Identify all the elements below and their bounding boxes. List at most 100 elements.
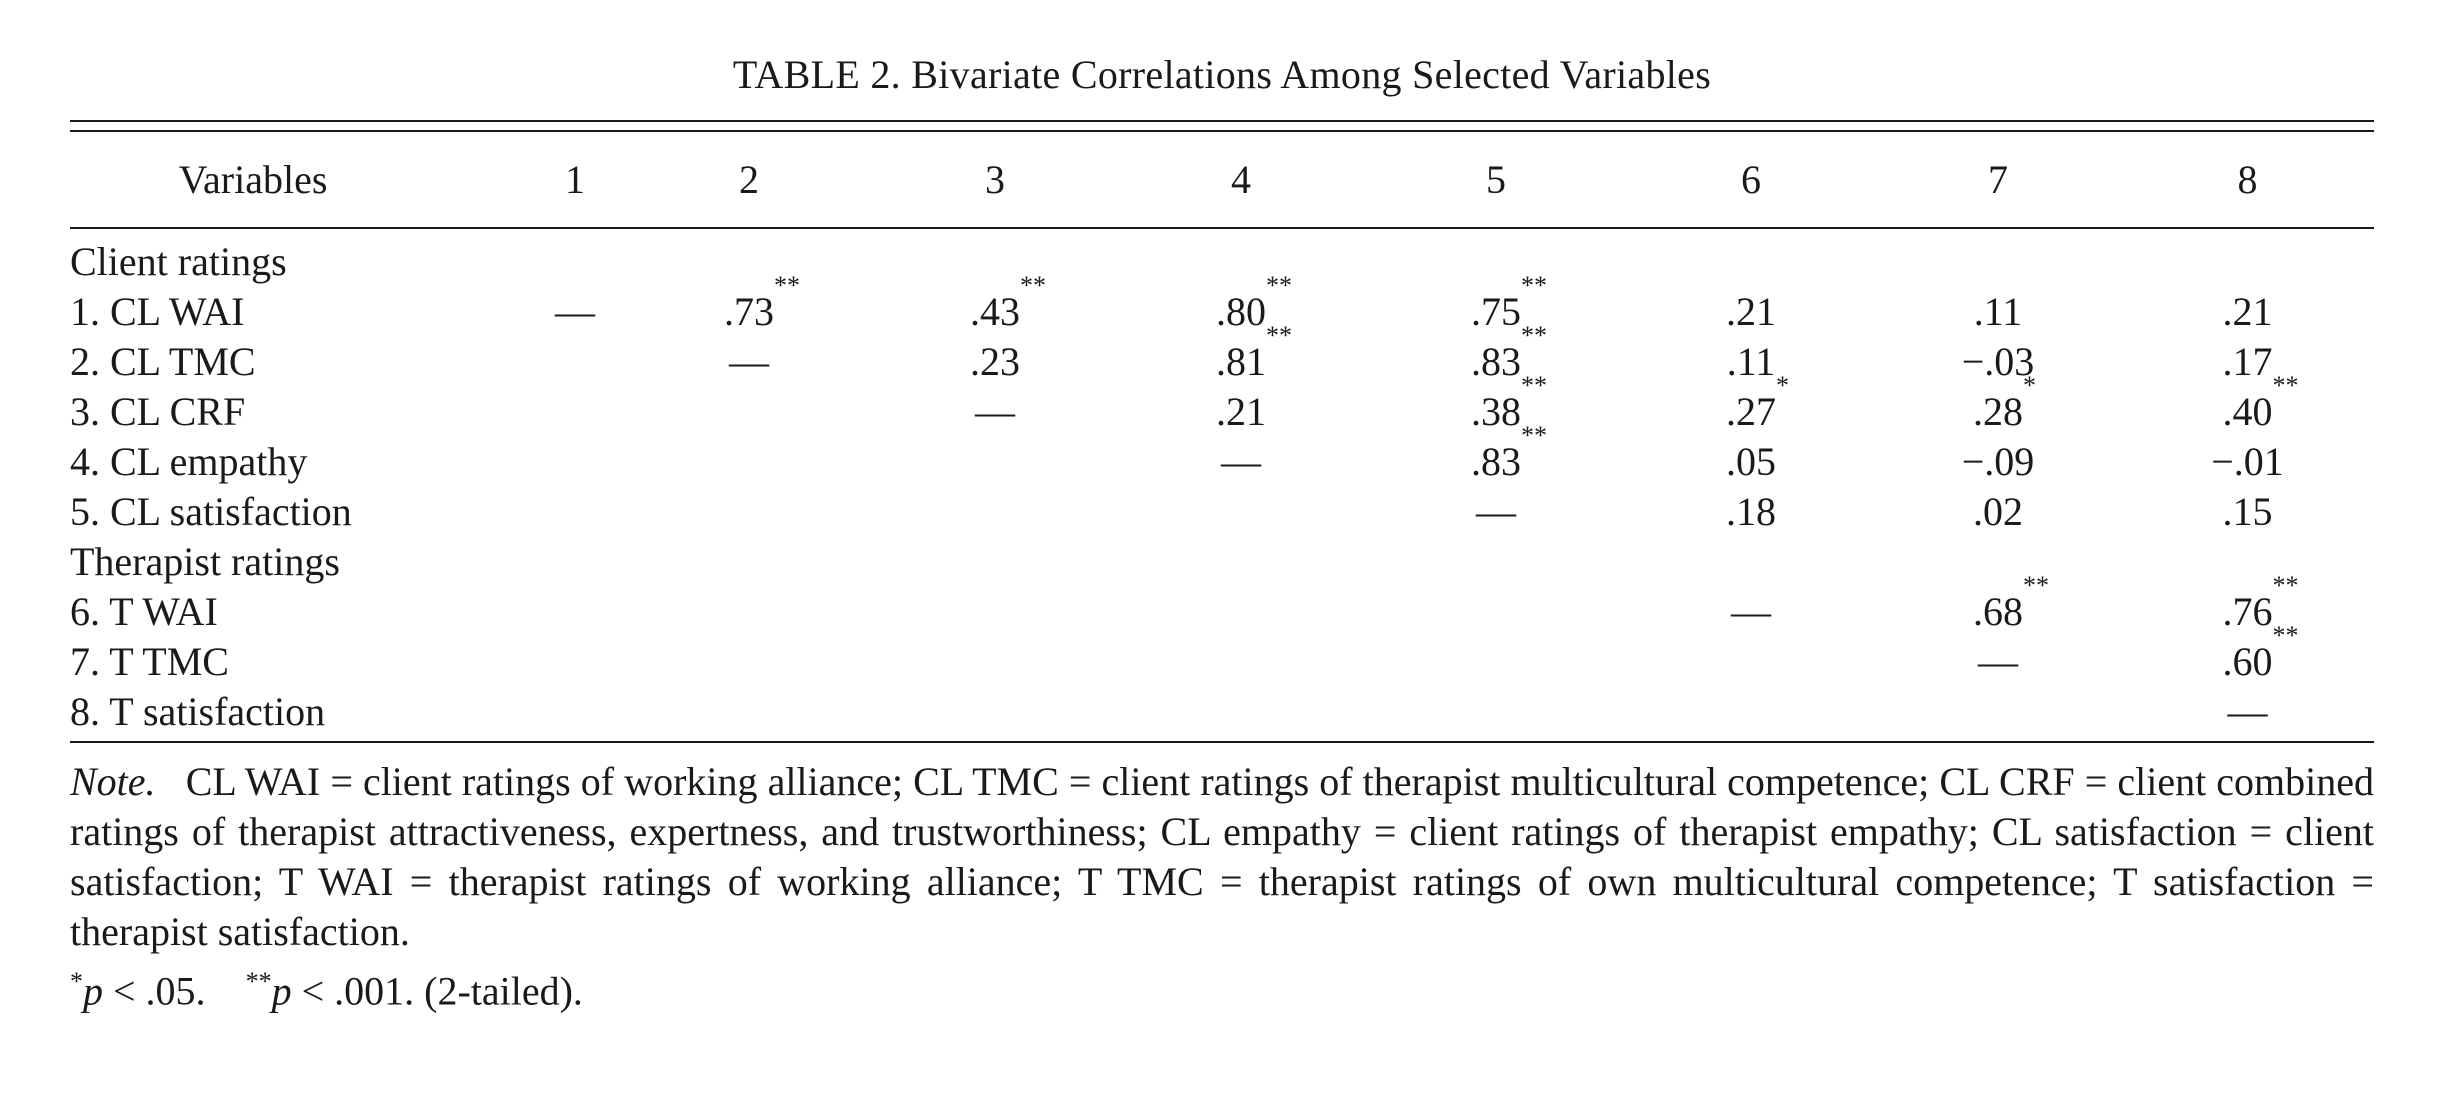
table-cell: .43 ** [873, 273, 1117, 337]
cell-value: −.09 [1962, 437, 2035, 487]
correlation-value: — [1221, 439, 1261, 484]
table-cell [1627, 687, 1875, 743]
table-title: TABLE 2. Bivariate Correlations Among Se… [732, 52, 1712, 97]
significance-mark: ** [1521, 271, 1547, 300]
table-body: Client ratings 1. CL WAI — .73 ** .43 ** .80 **.… [70, 228, 2374, 743]
row-label: 8. T satisfaction [70, 687, 525, 743]
table-cell: .23 [873, 337, 1117, 387]
column-header-8: 8 [2121, 132, 2374, 229]
table-block: TABLE 2. Bivariate Correlations Among Se… [70, 40, 2374, 1016]
correlation-value: — [1731, 589, 1771, 634]
note-label: Note. [70, 759, 156, 804]
table-cell: .05 [1627, 437, 1875, 487]
cell-value: .23 [970, 337, 1020, 387]
correlation-value: .21 [1726, 289, 1776, 334]
table-cell [625, 637, 873, 687]
significance-mark: ** [1521, 421, 1547, 450]
table-cell: .38 ** [1365, 373, 1627, 437]
table-cell: .76 ** [2121, 573, 2374, 637]
correlation-value: −.01 [2211, 439, 2284, 484]
cell-value: .02 [1973, 487, 2023, 537]
table-cell: .83 ** [1365, 323, 1627, 387]
table-cell: .60 ** [2121, 623, 2374, 687]
sig2-mark: ** [245, 967, 272, 996]
correlation-value: .83 [1471, 439, 1521, 484]
table-row: 3. CL CRF — .21.38 ** .27 * .28 * .40 ** [70, 373, 2374, 437]
table-cell: .81 ** [1117, 323, 1365, 387]
significance-mark: ** [2272, 571, 2299, 600]
significance-footnote: *p < .05. **p < .001. (2-tailed). [70, 957, 2374, 1016]
table-cell: .11 [1875, 287, 2121, 337]
group-row: Client ratings [70, 228, 2374, 287]
group-label: Client ratings [70, 239, 287, 284]
correlation-value: .60 [2222, 639, 2273, 684]
table-cell [873, 487, 1117, 537]
correlation-value: .80 [1216, 289, 1266, 334]
correlation-value: .81 [1216, 339, 1266, 384]
correlation-value: — [729, 339, 769, 384]
table-cell [873, 687, 1117, 743]
table-cell: −.03 [1875, 337, 2121, 387]
table-cell: — [1627, 587, 1875, 637]
cell-value: .60 ** [2222, 623, 2299, 687]
cell-value: .21 [1216, 387, 1266, 437]
table-cell [1117, 637, 1365, 687]
significance-mark: ** [1266, 271, 1292, 300]
table-row: 4. CL empathy — .83 ** .05 −.09 −.01 [70, 423, 2374, 487]
cell-value: .15 [2223, 487, 2273, 537]
cell-value: .81 ** [1216, 323, 1292, 387]
cell-value: .43 ** [970, 273, 1046, 337]
table-cell: .75 ** [1365, 273, 1627, 337]
cell-value: — [729, 337, 769, 387]
table-cell [525, 487, 625, 537]
table-cell: −.09 [1875, 437, 2121, 487]
row-label: 7. T TMC [70, 639, 229, 684]
cell-value: — [1221, 437, 1261, 487]
sig1-p: p [83, 968, 103, 1014]
table-cell [525, 637, 625, 687]
column-header-1: 1 [525, 132, 625, 229]
table-cell: — [2121, 687, 2374, 743]
table-cell [1875, 687, 2121, 743]
table-cell [625, 587, 873, 637]
correlation-value: .21 [2222, 289, 2273, 334]
table-cell: −.01 [2121, 437, 2374, 487]
correlation-value: .02 [1973, 489, 2023, 534]
cell-value: — [2228, 687, 2268, 737]
table-cell [525, 387, 625, 437]
row-label: 6. T WAI [70, 589, 218, 634]
sig2-text: < .001. (2-tailed). [291, 968, 583, 1014]
row-label: 3. CL CRF [70, 389, 246, 434]
table-cell [625, 387, 873, 437]
cell-value: .21 [1726, 287, 1776, 337]
table-cell: — [625, 337, 873, 387]
table-cell [525, 587, 625, 637]
cell-value: — [1476, 487, 1516, 537]
row-label: 5. CL satisfaction [70, 489, 352, 534]
cell-value: .73 ** [724, 273, 800, 337]
table-cell: .28 * [1875, 373, 2121, 437]
table-cell: .18 [1627, 487, 1875, 537]
cell-value: .27 * [1726, 373, 1789, 437]
sig1-text: < .05. [103, 968, 206, 1014]
cell-value: — [555, 287, 595, 337]
sig1-mark: * [70, 967, 83, 996]
correlation-value: — [975, 389, 1015, 434]
table-cell: .27 * [1627, 373, 1875, 437]
table-cell [525, 437, 625, 487]
table-row: 2. CL TMC — .23.81 ** .83 ** .11 −.03.17 [70, 323, 2374, 387]
group-row: Therapist ratings [70, 537, 2374, 587]
significance-mark: * [2023, 371, 2036, 400]
table-cell: .68 ** [1875, 573, 2121, 637]
table-cell [1117, 687, 1365, 743]
table-cell [625, 487, 873, 537]
cell-value: — [1978, 637, 2018, 687]
correlation-value: .18 [1726, 489, 1776, 534]
significance-mark: ** [2272, 371, 2299, 400]
row-label: 2. CL TMC [70, 339, 256, 384]
correlation-value: .73 [724, 289, 774, 334]
correlation-value: .15 [2222, 489, 2273, 534]
correlation-value: .21 [1216, 389, 1266, 434]
significance-mark: ** [1521, 321, 1547, 350]
cell-value: .11 [1974, 287, 2023, 337]
